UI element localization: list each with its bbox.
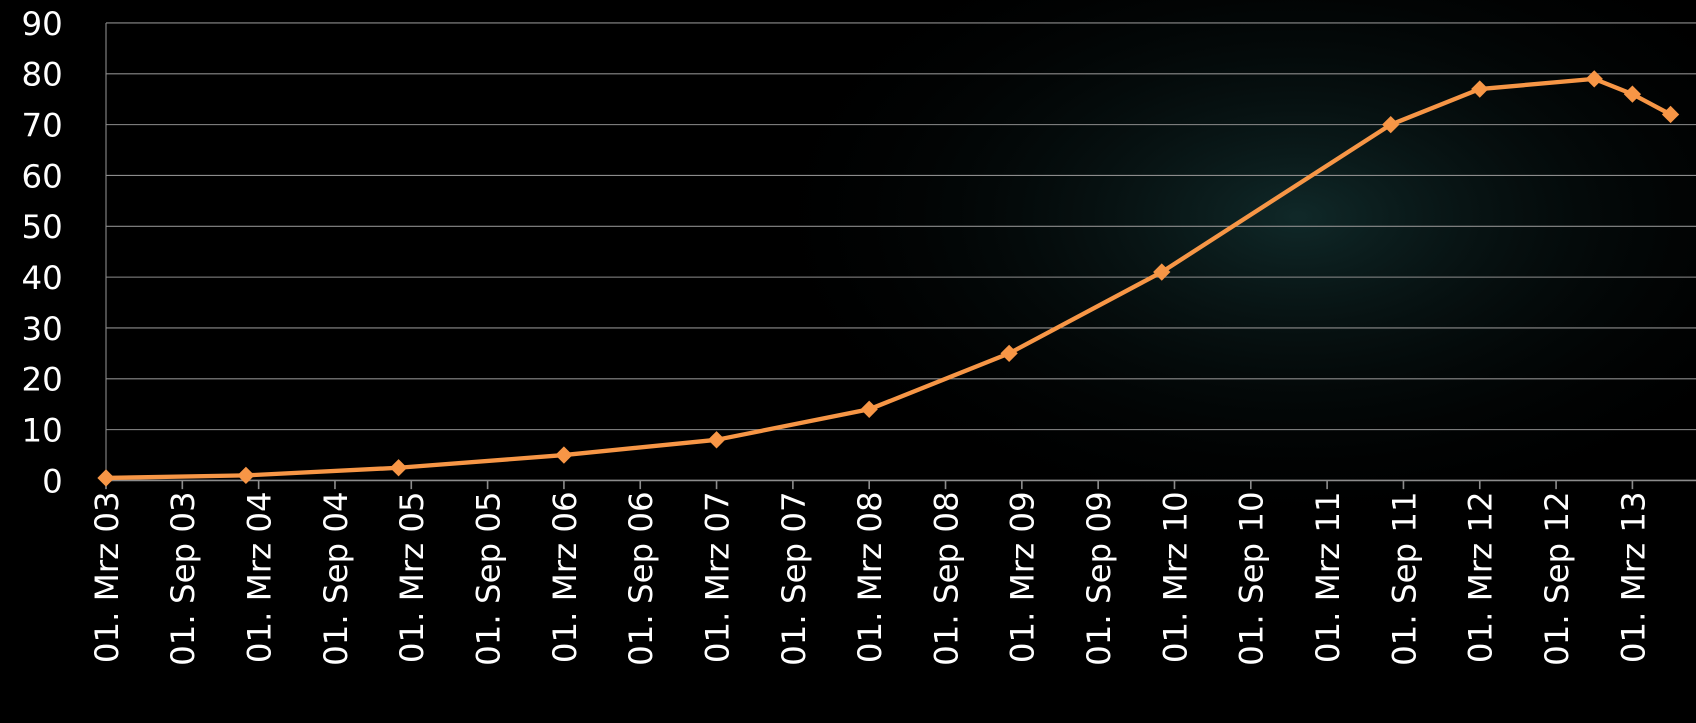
data-point	[389, 459, 408, 477]
x-tick-label: 01. Mrz 13	[1614, 491, 1652, 663]
x-tick-label: 01. Mrz 04	[241, 491, 279, 663]
data-point	[237, 466, 255, 485]
x-tick-label: 01. Sep 03	[164, 491, 202, 666]
x-tick-label: 01. Mrz 10	[1156, 491, 1194, 663]
x-tick-label: 01. Sep 10	[1233, 491, 1271, 666]
x-tick-label: 01. Mrz 03	[88, 491, 126, 663]
y-tick-label: 90	[21, 5, 62, 43]
x-tick-label: 01. Sep 09	[1080, 491, 1118, 666]
y-tick-label: 30	[21, 310, 62, 348]
data-point	[707, 431, 726, 449]
x-tick-label: 01. Sep 12	[1538, 491, 1576, 666]
x-tick-label: 01. Sep 08	[927, 491, 965, 666]
x-tick-label: 01. Mrz 05	[393, 491, 431, 663]
x-tick-label: 01. Sep 11	[1385, 491, 1423, 666]
x-tick-label: 01. Mrz 09	[1004, 491, 1042, 663]
data-point	[860, 400, 878, 418]
y-tick-label: 70	[21, 107, 62, 145]
y-tick-label: 80	[21, 56, 62, 94]
y-tick-label: 60	[21, 157, 62, 195]
x-tick-label: 01. Mrz 07	[698, 491, 736, 663]
x-tick-label: 01. Mrz 11	[1309, 491, 1347, 663]
data-point	[1585, 70, 1603, 88]
data-point	[1382, 115, 1400, 134]
data-point	[1661, 105, 1680, 124]
x-tick-label: 01. Mrz 12	[1462, 491, 1500, 663]
data-point	[555, 446, 573, 464]
y-tick-label: 10	[21, 412, 62, 450]
x-tick-label: 01. Sep 06	[622, 491, 660, 666]
y-tick-label: 0	[42, 462, 63, 500]
data-point	[1623, 85, 1642, 103]
y-tick-label: 50	[21, 208, 62, 246]
watermark	[735, 0, 1696, 541]
data-point	[1153, 263, 1171, 281]
data-point	[1471, 80, 1489, 98]
x-tick-label: 01. Sep 05	[469, 491, 507, 666]
x-tick-label: 01. Mrz 08	[851, 491, 889, 663]
x-tick-label: 01. Sep 07	[775, 491, 813, 666]
x-tick-label: 01. Sep 04	[317, 491, 355, 666]
data-point	[97, 469, 115, 487]
x-tick-label: 01. Mrz 06	[546, 491, 584, 663]
y-tick-label: 20	[21, 361, 62, 399]
data-point	[1000, 344, 1018, 363]
y-tick-label: 40	[21, 259, 62, 297]
